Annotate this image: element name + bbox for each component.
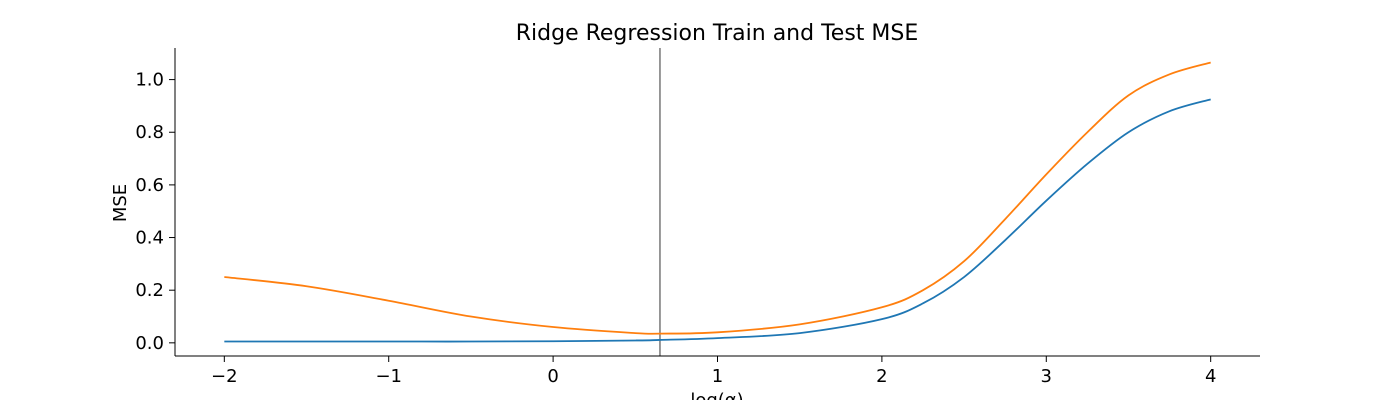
- y-tick-label: 0.6: [135, 175, 164, 196]
- chart-title: Ridge Regression Train and Test MSE: [516, 21, 919, 46]
- plot-area: [224, 48, 1211, 356]
- y-tick-label: 0.8: [135, 122, 164, 143]
- x-tick-label: 0: [547, 366, 558, 387]
- y-ticks: 0.0 0.2 0.4 0.6 0.8 1.0: [135, 70, 175, 354]
- x-tick-label: 1: [712, 366, 723, 387]
- y-tick-label: 0.2: [135, 280, 164, 301]
- y-tick-label: 0.0: [135, 333, 164, 354]
- x-axis-label: log(α): [690, 390, 743, 400]
- x-tick-label: −1: [375, 366, 402, 387]
- y-tick-label: 1.0: [135, 70, 164, 91]
- series-line-2: [224, 61, 1211, 335]
- y-tick-label: 0.4: [135, 228, 164, 249]
- x-tick-label: 4: [1205, 366, 1216, 387]
- axes: [174, 48, 1260, 357]
- x-ticks: −2 −1 0 1 2 3 4: [211, 356, 1216, 387]
- y-axis-label: MSE: [110, 184, 131, 222]
- x-tick-label: 2: [876, 366, 887, 387]
- x-tick-label: −2: [211, 366, 238, 387]
- x-tick-label: 3: [1041, 366, 1052, 387]
- series-line-1: [224, 98, 1211, 343]
